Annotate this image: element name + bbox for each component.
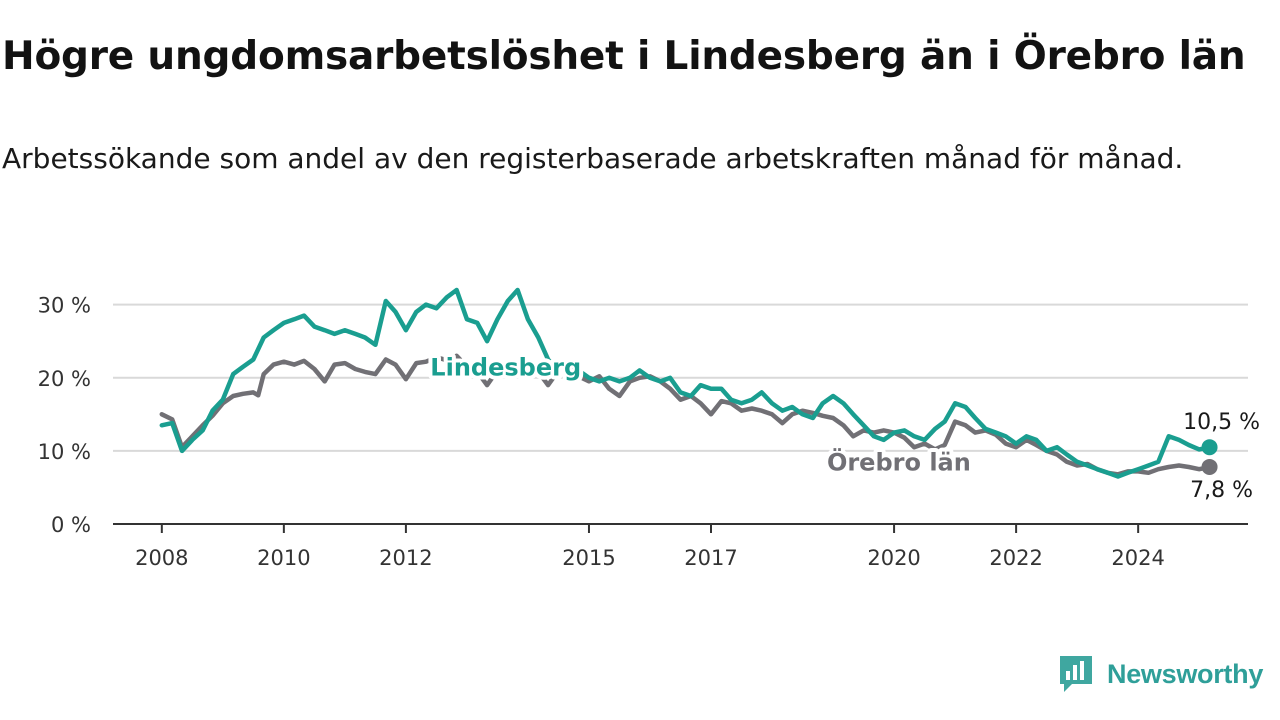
end-value-label: 7,8 %	[1190, 478, 1253, 503]
end-value-label: 10,5 %	[1183, 410, 1260, 435]
x-tick-label: 2010	[257, 546, 310, 570]
series-label: Lindesberg	[430, 354, 581, 382]
series-line--rebro-l-n	[159, 353, 1212, 477]
chart-title: Högre ungdomsarbetslöshet i Lindesberg ä…	[2, 34, 1246, 79]
series-label: Örebro län	[827, 447, 971, 477]
x-tick-label: 2017	[684, 546, 737, 570]
x-tick-label: 2015	[562, 546, 615, 570]
brand-logo[interactable]: Newsworthy	[1058, 654, 1263, 694]
series-end-point	[1201, 458, 1218, 475]
x-tick-label: 2008	[135, 546, 188, 570]
y-tick-label: 0 %	[51, 513, 91, 537]
series-line-lindesberg	[159, 287, 1212, 479]
y-tick-label: 30 %	[38, 294, 91, 318]
brand-name: Newsworthy	[1107, 658, 1264, 689]
x-tick-label: 2012	[379, 546, 432, 570]
x-tick-label: 2022	[989, 546, 1042, 570]
series-end-point	[1201, 439, 1218, 456]
y-tick-label: 10 %	[38, 440, 91, 464]
y-tick-label: 20 %	[38, 367, 91, 391]
newsworthy-chart-icon	[1060, 656, 1092, 692]
x-tick-label: 2020	[867, 546, 920, 570]
chart-subtitle: Arbetssökande som andel av den registerb…	[2, 142, 1184, 175]
x-tick-label: 2024	[1111, 546, 1164, 570]
